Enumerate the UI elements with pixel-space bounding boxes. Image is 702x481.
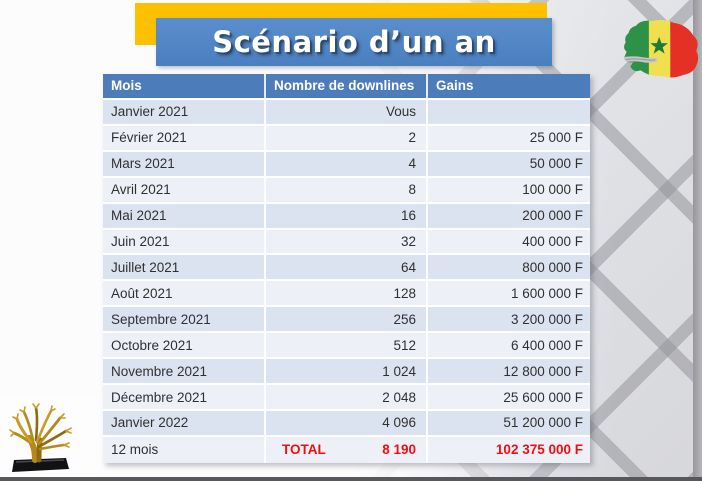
cell-mois: Août 2021 [103,281,266,308]
cell-downlines: 16 [266,203,428,230]
table-row: Octobre 2021 512 6 400 000 F [103,333,590,360]
cell-downlines: 1 024 [266,359,428,386]
table-row: Juin 2021 32 400 000 F [103,229,590,256]
table-row: Novembre 2021 1 024 12 800 000 F [103,359,590,386]
cell-mois: Février 2021 [103,125,266,152]
cell-downlines: 512 [266,333,428,360]
cell-downlines: 64 [266,255,428,282]
cell-mois: Novembre 2021 [103,359,266,386]
baobab-tree [9,403,72,463]
table-row: Septembre 2021 256 3 200 000 F [103,307,590,334]
golden-baobab-trophy-logo [9,403,72,472]
right-edge-strip [693,0,702,481]
total-gains-cell: 102 375 000 F [428,436,590,463]
table-row: Août 2021 128 1 600 000 F [103,281,590,308]
header-downlines: Nombre de downlines [266,74,428,100]
cell-gains: 200 000 F [428,203,590,230]
cell-downlines: 2 048 [266,385,428,411]
cell-gains: 25 600 000 F [428,385,590,411]
cell-gains [428,99,590,126]
bottom-edge-strip [0,477,702,481]
cell-gains: 6 400 000 F [428,333,590,360]
cell-gains: 100 000 F [428,177,590,204]
cell-downlines: 2 [266,125,428,152]
table-row: Janvier 2022 4 096 51 200 000 F [103,410,590,437]
table-row: Février 2021 2 25 000 F [103,125,590,152]
table-total-row: 12 mois TOTAL 8 190 102 375 000 F [103,436,590,463]
cell-mois: Septembre 2021 [103,307,266,334]
table-row: Mars 2021 4 50 000 F [103,151,590,178]
cell-mois: Mai 2021 [103,203,266,230]
table-row: Mai 2021 16 200 000 F [103,203,590,230]
cell-mois: Juin 2021 [103,229,266,256]
table-row: Avril 2021 8 100 000 F [103,177,590,204]
cell-downlines: 4 096 [266,410,428,437]
header-mois: Mois [103,74,266,100]
total-label: TOTAL [282,442,326,458]
cell-downlines: Vous [266,99,428,126]
table-header-row: Mois Nombre de downlines Gains [103,74,590,100]
cell-downlines: 8 [266,177,428,204]
table-row: Juillet 2021 64 800 000 F [103,255,590,282]
cell-mois: Janvier 2022 [103,410,266,437]
slide-title: Scénario d’un an [156,18,552,66]
table-body: Janvier 2021 Vous Février 2021 2 25 000 F Mar… [103,99,590,437]
cell-mois: Décembre 2021 [103,385,266,411]
total-downlines-value: 8 190 [382,442,416,458]
cell-downlines: 4 [266,151,428,178]
senegal-flag-map-icon [623,20,699,78]
cell-mois: Mars 2021 [103,151,266,178]
cell-gains: 400 000 F [428,229,590,256]
cell-mois: Juillet 2021 [103,255,266,282]
cell-gains: 800 000 F [428,255,590,282]
cell-mois: Octobre 2021 [103,333,266,360]
slide-title-text: Scénario d’un an [212,25,496,59]
cell-mois: Avril 2021 [103,177,266,204]
table-row: Décembre 2021 2 048 25 600 000 F [103,385,590,411]
cell-gains: 51 200 000 F [428,410,590,437]
cell-downlines: 256 [266,307,428,334]
header-gains: Gains [428,74,590,100]
cell-gains: 1 600 000 F [428,281,590,308]
cell-gains: 25 000 F [428,125,590,152]
cell-downlines: 128 [266,281,428,308]
total-downlines-cell: TOTAL 8 190 [266,436,428,463]
table-row: Janvier 2021 Vous [103,99,590,126]
cell-gains: 12 800 000 F [428,359,590,386]
cell-mois: Janvier 2021 [103,99,266,126]
cell-gains: 3 200 000 F [428,307,590,334]
cell-downlines: 32 [266,229,428,256]
senegal-star [650,36,668,54]
total-months-cell: 12 mois [103,436,266,463]
cell-gains: 50 000 F [428,151,590,178]
scenario-table: Mois Nombre de downlines Gains Janvier 2… [103,74,590,463]
